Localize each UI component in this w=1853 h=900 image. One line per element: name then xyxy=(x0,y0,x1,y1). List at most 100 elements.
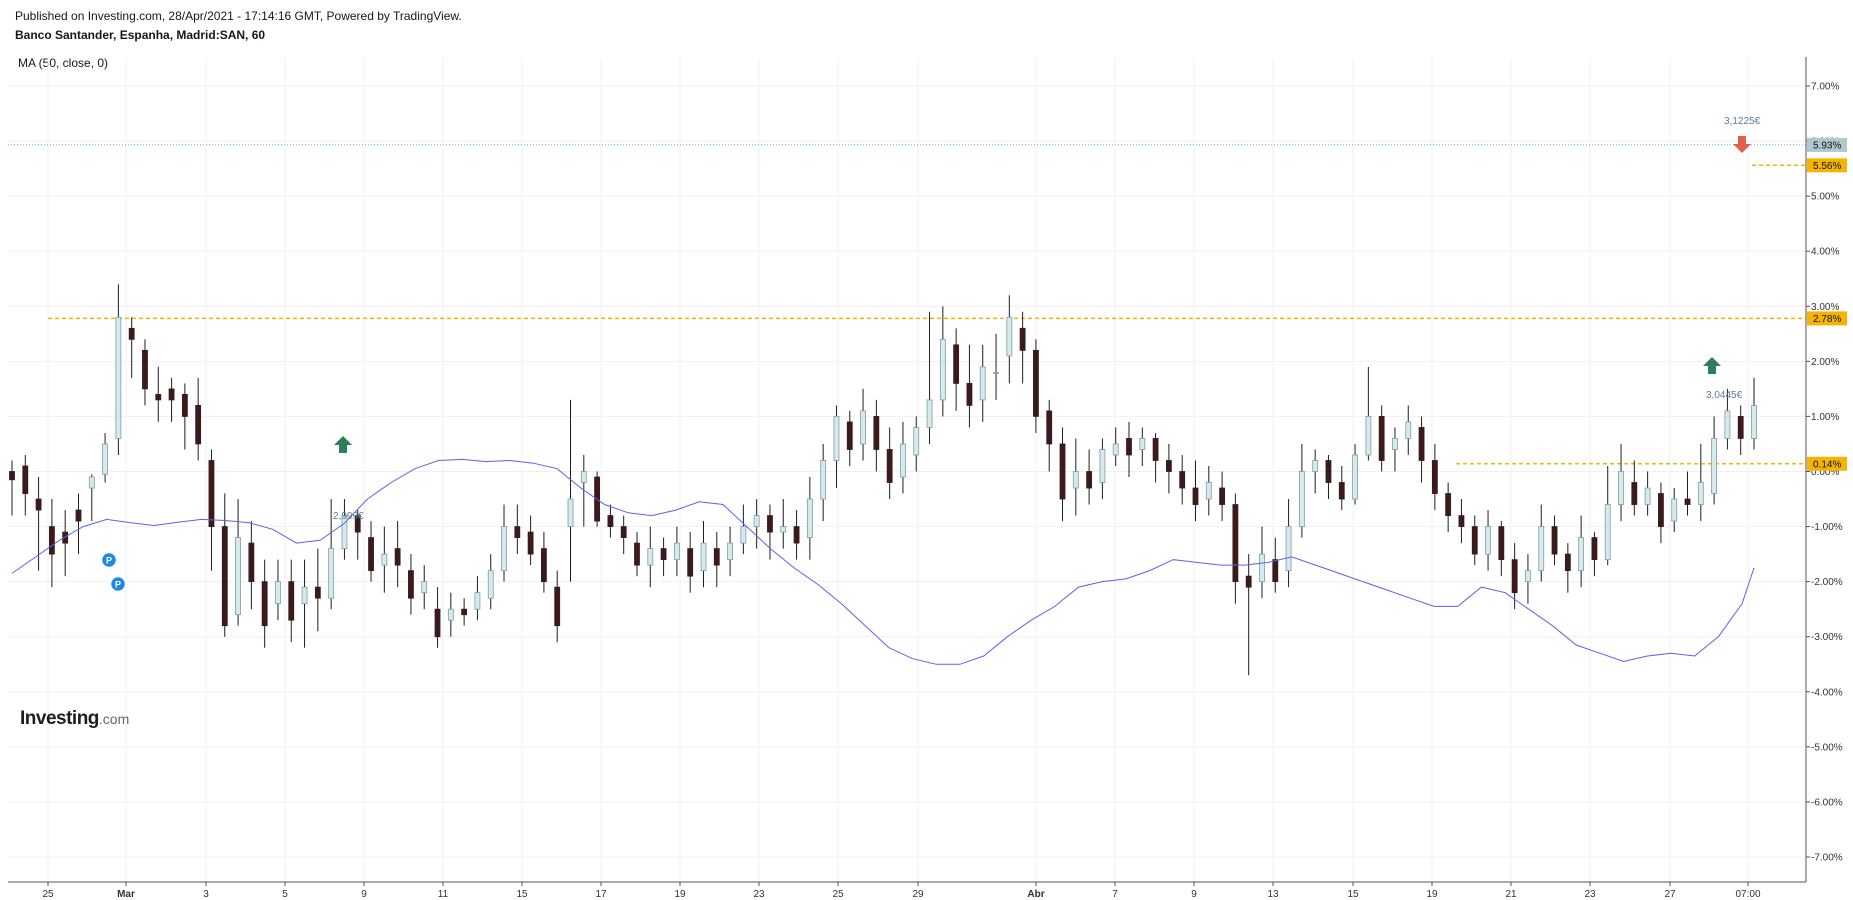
candle-body xyxy=(1312,460,1319,472)
candle-body xyxy=(128,327,135,340)
candle-body xyxy=(1365,416,1372,456)
candle-body xyxy=(926,399,933,428)
candle-body xyxy=(1538,526,1545,572)
candle-body xyxy=(1298,471,1305,527)
x-tick-label: 13 xyxy=(1267,889,1279,900)
candle-body xyxy=(208,460,215,527)
candle-body xyxy=(727,542,733,561)
y-tick-label: -1.00% xyxy=(1811,522,1843,533)
candle-body xyxy=(22,465,29,494)
candle-body xyxy=(75,509,82,522)
ma-legend[interactable]: MA (50, close, 0) xyxy=(18,56,109,70)
candle-body xyxy=(1112,443,1119,456)
candle-body xyxy=(953,344,960,384)
candle-body xyxy=(1219,487,1225,505)
pin-icon xyxy=(100,551,118,569)
candle-body xyxy=(993,371,999,374)
candle-body xyxy=(461,608,468,616)
logo-suffix: .com xyxy=(98,711,130,727)
x-tick-label: 17 xyxy=(595,889,607,900)
candle-body xyxy=(1737,416,1744,439)
x-tick-label: 25 xyxy=(42,889,54,900)
x-tick-label: Mar xyxy=(117,889,135,900)
candle-body xyxy=(1232,504,1239,583)
candle-body xyxy=(195,405,202,445)
x-tick-label: Abr xyxy=(1027,889,1044,900)
candle-body xyxy=(1604,504,1611,561)
level-badge: 0.14% xyxy=(1813,459,1841,470)
candle-body xyxy=(913,427,920,456)
candle-body xyxy=(673,542,680,561)
candle-body xyxy=(886,449,893,483)
candle-body xyxy=(527,531,534,555)
x-tick-label: 07:00 xyxy=(1735,889,1760,900)
candle-body xyxy=(647,548,654,566)
candle-body xyxy=(860,410,866,445)
candle-body xyxy=(115,316,122,439)
level-badge-bg xyxy=(1807,311,1847,326)
x-tick-label: 21 xyxy=(1505,889,1517,900)
candle-body xyxy=(501,526,507,572)
candle-body xyxy=(900,443,906,478)
candle-body xyxy=(142,349,148,390)
candle-body xyxy=(102,443,108,475)
x-tick-label: 27 xyxy=(1664,889,1676,900)
symbol-title: Banco Santander, Espanha, Madrid:SAN, 60 xyxy=(15,28,266,42)
candle-body xyxy=(607,515,614,527)
x-tick-label: 23 xyxy=(753,889,765,900)
candle-body xyxy=(1711,438,1718,494)
sell-price-label: 3,1225€ xyxy=(1724,116,1761,127)
y-tick-label: 5.00% xyxy=(1811,192,1839,203)
candle-body xyxy=(1006,316,1013,357)
candle-body xyxy=(846,421,853,450)
candle-body xyxy=(155,393,162,401)
candle-body xyxy=(1591,537,1598,561)
candle-body xyxy=(1418,427,1425,461)
y-tick-label: -6.00% xyxy=(1811,797,1843,808)
x-axis: 25 Mar 3 5 9 11 15 17 19 23 25 29 Abr 7 9 13 15 19 21 23 27 0… xyxy=(42,882,1761,900)
level-badge-bg xyxy=(1807,456,1847,471)
investing-logo: Investing.com xyxy=(20,708,129,730)
candle-body xyxy=(1378,416,1385,461)
candle-body xyxy=(1525,570,1531,583)
candle-body xyxy=(181,393,188,417)
candle-body xyxy=(434,608,441,638)
pin-icon xyxy=(109,575,127,593)
trade-markers: 2,999€ 3,0445€ 3,1225€ P P xyxy=(100,116,1761,593)
y-tick-label: -3.00% xyxy=(1811,632,1843,643)
candle-body xyxy=(288,581,295,621)
grid-lines xyxy=(8,57,1806,882)
buy-arrow-icon xyxy=(1703,357,1721,374)
candle-body xyxy=(487,570,494,599)
candle-body xyxy=(1192,487,1199,505)
x-tick-label: 9 xyxy=(1191,889,1197,900)
candle-body xyxy=(979,366,986,401)
candle-body xyxy=(1564,553,1571,572)
candle-body xyxy=(1511,559,1518,594)
candle-body xyxy=(1259,553,1265,583)
candle-body xyxy=(1352,454,1358,500)
logo-text: Investing xyxy=(20,708,99,729)
candle-body xyxy=(1392,438,1398,450)
candle-body xyxy=(780,526,787,533)
candle-body xyxy=(1458,515,1465,527)
candle-body xyxy=(1671,498,1678,522)
candle-body xyxy=(9,471,15,481)
y-tick-label: 3.00% xyxy=(1811,302,1839,313)
candle-body xyxy=(328,548,335,599)
candle-body xyxy=(1285,526,1292,572)
y-tick-label: -4.00% xyxy=(1811,687,1843,698)
sell-arrow-icon xyxy=(1733,136,1751,153)
candle-body xyxy=(580,471,587,483)
current-price-badge: 5.93% xyxy=(1813,140,1841,151)
candle-body xyxy=(301,586,308,605)
candle-body xyxy=(740,526,747,544)
level-badge: 5.56% xyxy=(1813,161,1841,172)
candle-body xyxy=(833,416,840,461)
candle-body xyxy=(1498,526,1505,561)
y-tick-label: 4.00% xyxy=(1811,247,1839,258)
candle-body xyxy=(1152,438,1159,461)
candle-body xyxy=(1245,575,1252,588)
candle-body xyxy=(1086,471,1093,489)
